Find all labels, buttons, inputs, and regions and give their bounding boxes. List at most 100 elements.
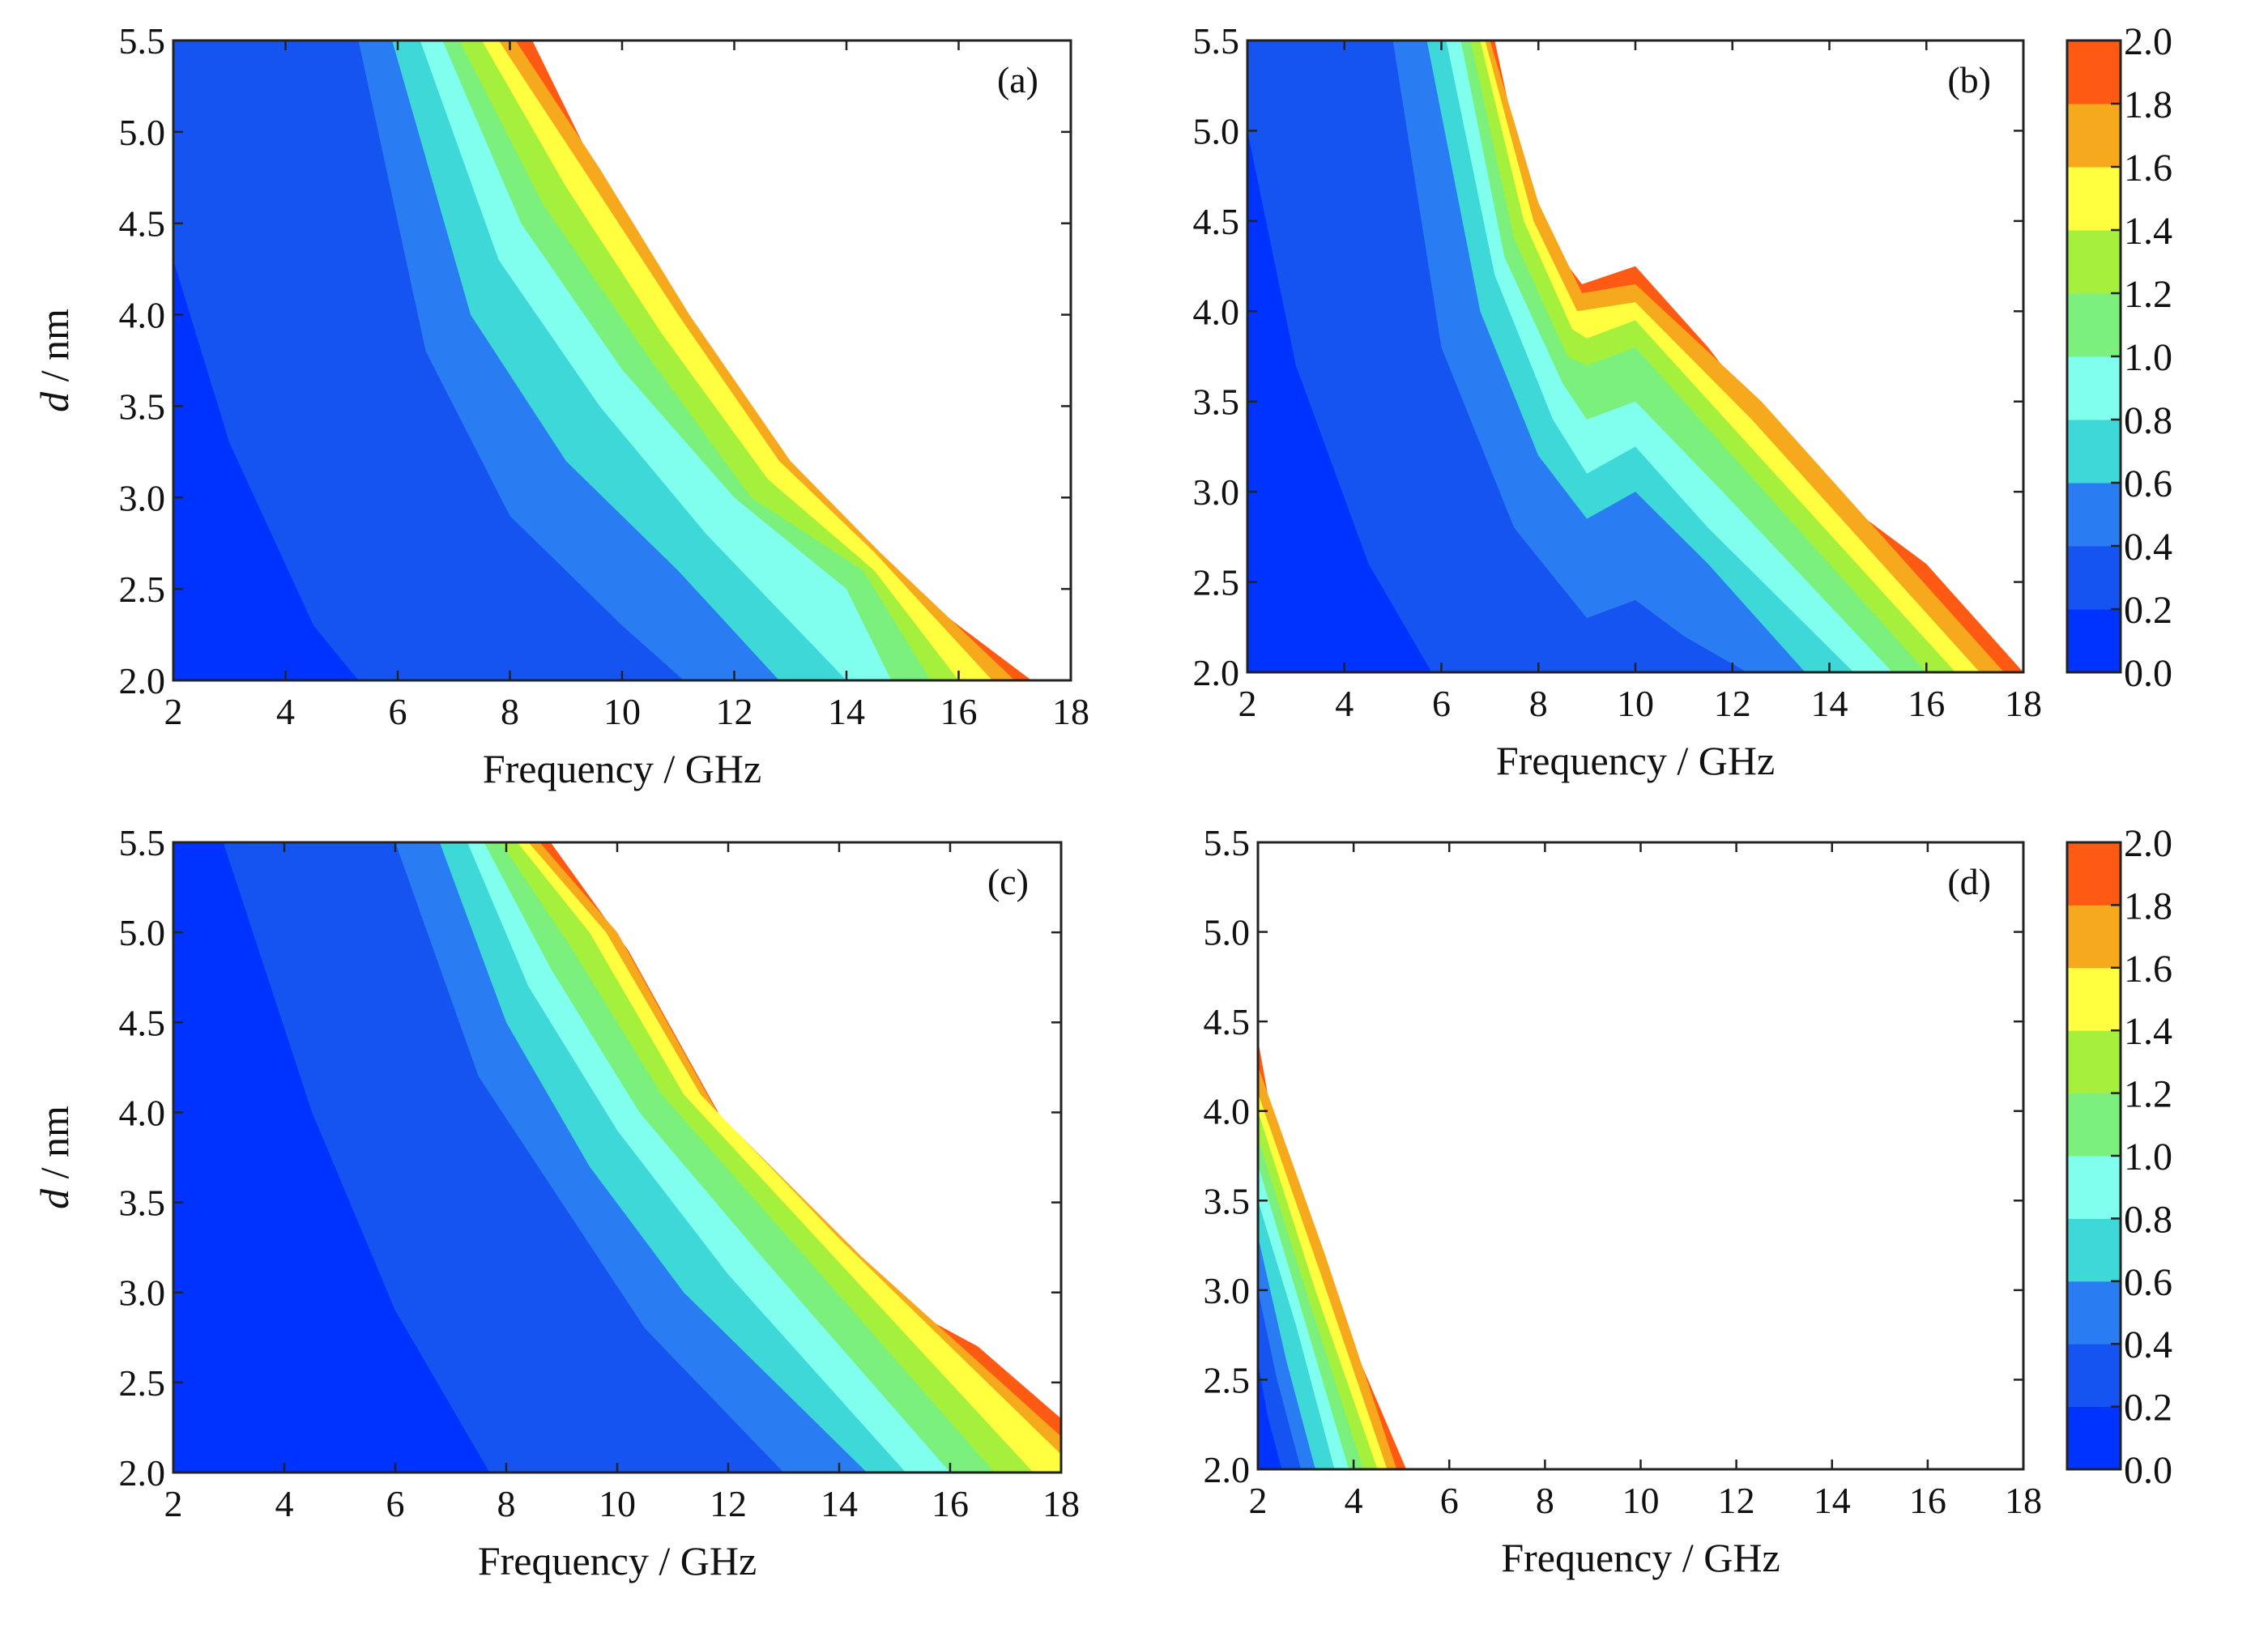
- colorbar-segment: [2067, 420, 2121, 484]
- y-tick-label: 4.0: [119, 1092, 166, 1133]
- y-tick-label: 4.5: [119, 203, 166, 245]
- colorbar-segment: [2067, 167, 2121, 231]
- x-tick-label: 4: [275, 1483, 294, 1524]
- colorbar-tick-label: 1.0: [2124, 336, 2172, 379]
- colorbar-tick-label: 0.6: [2124, 462, 2172, 505]
- x-tick-label: 2: [1238, 683, 1257, 724]
- x-tick-label: 6: [389, 691, 407, 732]
- x-tick-label: 14: [821, 1483, 858, 1524]
- panel-label: (a): [997, 59, 1038, 100]
- colorbar-tick-label: 0.2: [2124, 589, 2172, 632]
- colorbar-0: 0.0 0.2 0.4 0.6 0.8 1.0 1.2 1.4 1.6 1.8 2.0: [2066, 20, 2172, 695]
- y-tick-label: 4.5: [1193, 201, 1240, 242]
- panel-label: (c): [987, 861, 1029, 902]
- x-tick-label: 18: [1042, 1483, 1080, 1524]
- y-tick-label: 2.5: [1204, 1359, 1251, 1400]
- colorbar-tick-label: 1.6: [2124, 948, 2172, 991]
- y-tick-label: 2.5: [119, 569, 166, 610]
- x-tick-label: 14: [1814, 1480, 1851, 1521]
- x-tick-label: 12: [1718, 1480, 1755, 1521]
- colorbar-tick-label: 0.4: [2124, 1323, 2172, 1366]
- x-tick-label: 8: [497, 1483, 516, 1524]
- contour-band-0.2: [1258, 842, 1282, 1469]
- x-axis-title: Frequency / GHz: [478, 1538, 757, 1583]
- contour-band-0.2: [1247, 40, 1432, 672]
- x-axis-title: Frequency / GHz: [483, 746, 761, 791]
- colorbar-tick-label: 0.0: [2124, 1449, 2172, 1492]
- y-tick-label: 3.0: [1193, 471, 1240, 513]
- panel-0: 2 4 6 8 10 12 14 16 18 2.0 2.5 3.0 3.5 4.0 4.5 5.0 5.5 Fr…: [32, 20, 1089, 791]
- colorbar-segment: [2067, 1218, 2121, 1282]
- colorbar-tick-label: 1.4: [2124, 210, 2172, 253]
- colorbar-tick-label: 1.4: [2124, 1010, 2172, 1053]
- colorbar-segment: [2067, 609, 2121, 673]
- contour-band-0.2: [173, 40, 359, 680]
- y-tick-label: 4.0: [1193, 291, 1240, 332]
- y-tick-label: 3.5: [119, 386, 166, 427]
- x-tick-label: 2: [164, 691, 183, 732]
- y-tick-label: 4.5: [1204, 1001, 1251, 1042]
- y-tick-label: 5.0: [119, 912, 166, 953]
- colorbar-segment: [2067, 546, 2121, 610]
- colorbar-tick-label: 2.0: [2124, 822, 2172, 865]
- y-tick-label: 5.5: [119, 20, 166, 62]
- y-tick-label: 2.0: [119, 1452, 166, 1494]
- x-tick-label: 18: [1052, 691, 1089, 732]
- colorbar-tick-label: 1.6: [2124, 147, 2172, 190]
- colorbar-segment: [2067, 1281, 2121, 1345]
- x-tick-label: 10: [1622, 1480, 1660, 1521]
- contour-band-0.4: [173, 40, 684, 680]
- x-tick-label: 2: [164, 1483, 183, 1524]
- y-tick-label: 5.0: [1204, 912, 1251, 953]
- y-tick-label: 2.5: [1193, 562, 1240, 603]
- y-tick-label: 5.5: [119, 822, 166, 863]
- x-tick-label: 6: [1432, 683, 1451, 724]
- x-axis-title: Frequency / GHz: [1496, 738, 1775, 783]
- x-tick-label: 16: [932, 1483, 969, 1524]
- x-tick-label: 6: [1440, 1480, 1459, 1521]
- x-tick-label: 4: [276, 691, 295, 732]
- panel-label: (b): [1947, 59, 1991, 100]
- contour-band-0.4: [1247, 40, 1747, 672]
- x-tick-label: 8: [501, 691, 519, 732]
- contour-band-0.2: [173, 842, 490, 1472]
- x-tick-label: 2: [1249, 1480, 1268, 1521]
- y-tick-label: 3.5: [1204, 1180, 1251, 1221]
- y-tick-label: 4.0: [1204, 1091, 1251, 1132]
- panel-2: 2 4 6 8 10 12 14 16 18 2.0 2.5 3.0 3.5 4.0 4.5 5.0 5.5 Fr…: [32, 822, 1080, 1583]
- x-tick-label: 4: [1345, 1480, 1363, 1521]
- colorbar-segment: [2067, 104, 2121, 168]
- colorbar-segment: [2067, 293, 2121, 357]
- x-tick-label: 16: [1909, 1480, 1946, 1521]
- y-tick-label: 5.5: [1204, 822, 1251, 863]
- x-tick-label: 18: [2005, 1480, 2042, 1521]
- colorbar-tick-label: 1.0: [2124, 1136, 2172, 1178]
- colorbar-segment: [2067, 1030, 2121, 1094]
- y-tick-label: 2.0: [1204, 1449, 1251, 1490]
- colorbar-tick-label: 0.8: [2124, 1198, 2172, 1241]
- x-tick-label: 18: [2005, 683, 2042, 724]
- colorbar-tick-label: 0.0: [2124, 652, 2172, 695]
- y-axis-title: d / nm: [32, 1106, 77, 1209]
- colorbar-tick-label: 1.8: [2124, 884, 2172, 927]
- y-tick-label: 2.0: [119, 660, 166, 701]
- y-tick-label: 5.5: [1193, 20, 1240, 62]
- y-tick-label: 5.0: [1193, 110, 1240, 151]
- colorbar-segment: [2067, 967, 2121, 1031]
- y-axis-title: d / nm: [32, 309, 77, 412]
- x-tick-label: 4: [1335, 683, 1354, 724]
- x-tick-label: 12: [1714, 683, 1751, 724]
- colorbar-tick-label: 1.2: [2124, 273, 2172, 316]
- panel-3: 2 4 6 8 10 12 14 16 18 2.0 2.5 3.0 3.5 4.0 4.5 5.0 5.5 Fr…: [1204, 822, 2043, 1580]
- x-tick-label: 16: [940, 691, 978, 732]
- y-tick-label: 2.5: [119, 1362, 166, 1404]
- colorbar-segment: [2067, 230, 2121, 294]
- colorbar-segment: [2067, 356, 2121, 420]
- colorbar-tick-label: 0.6: [2124, 1261, 2172, 1304]
- colorbar-segment: [2067, 1344, 2121, 1408]
- plot-area: [1258, 842, 2023, 1469]
- x-tick-label: 8: [1529, 683, 1548, 724]
- colorbar-1: 0.0 0.2 0.4 0.6 0.8 1.0 1.2 1.4 1.6 1.8 2.0: [2066, 822, 2172, 1492]
- x-tick-label: 16: [1908, 683, 1945, 724]
